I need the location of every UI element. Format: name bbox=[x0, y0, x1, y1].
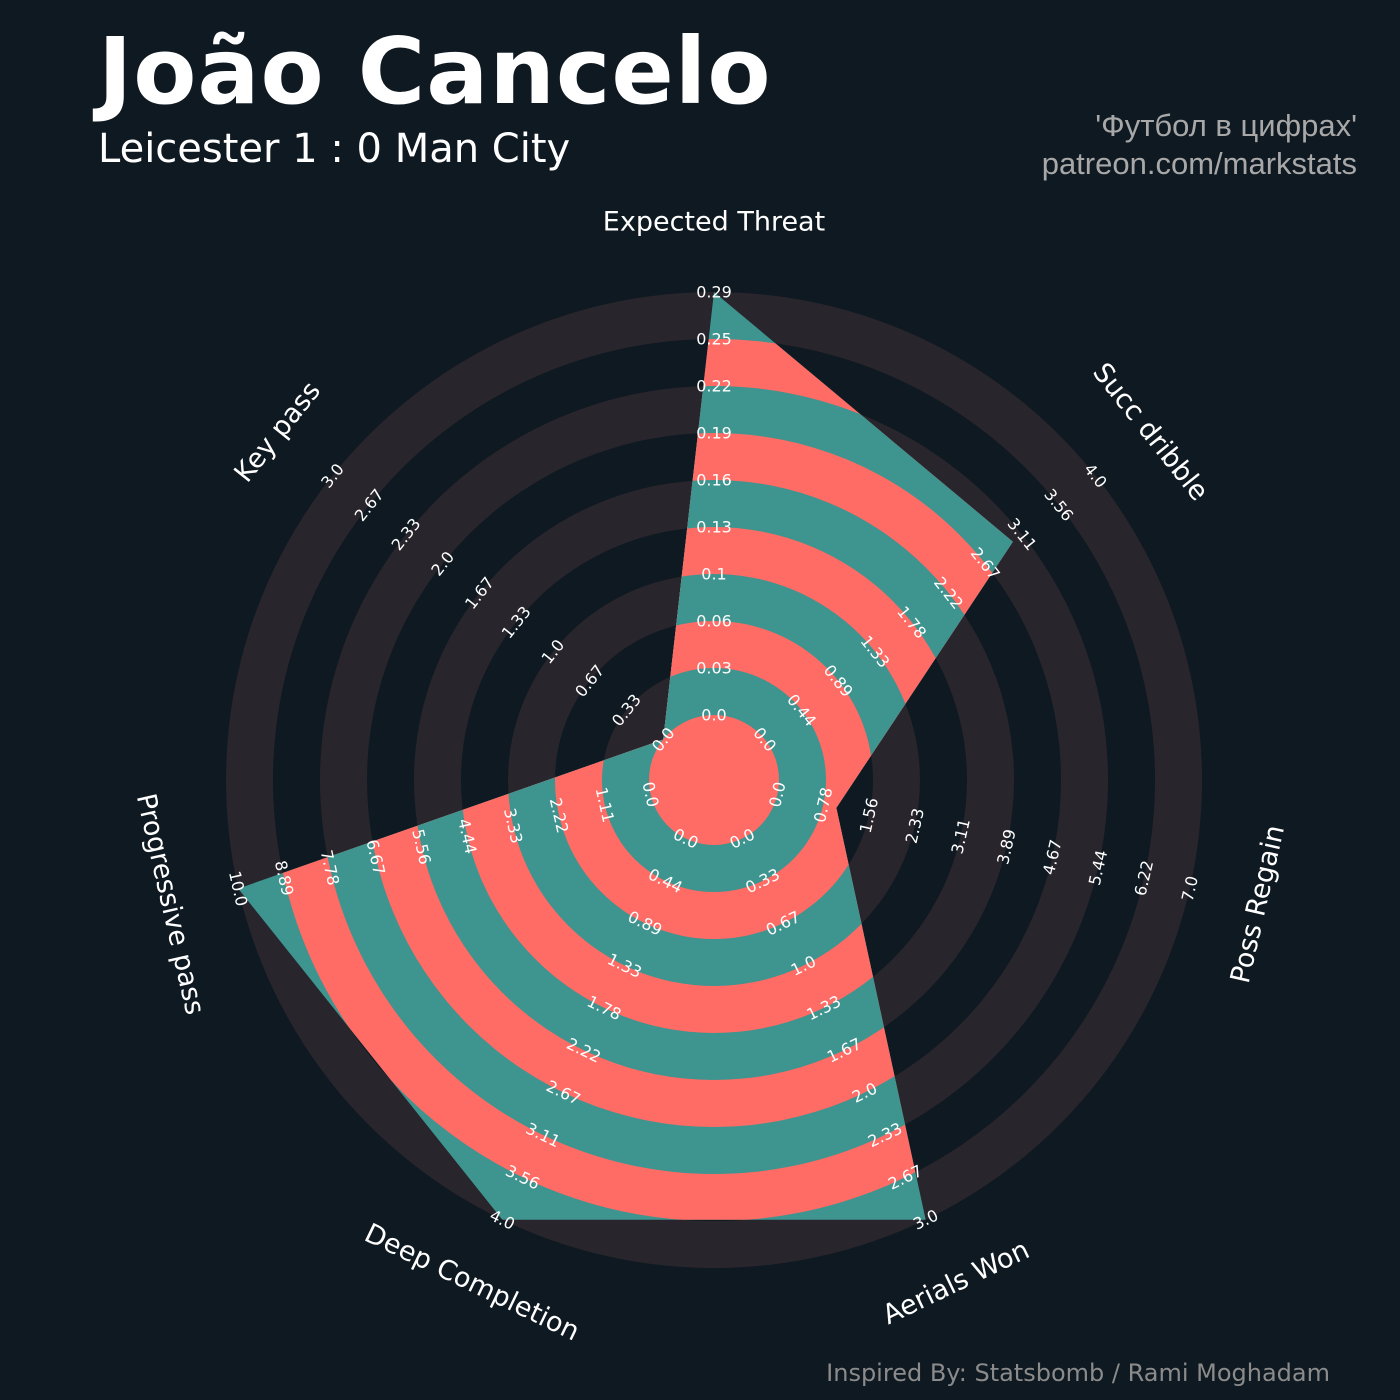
tick-label: 0.03 bbox=[696, 659, 732, 678]
tick-label: 0.06 bbox=[696, 612, 732, 631]
credit-line-2: patreon.com/markstats bbox=[1041, 146, 1357, 181]
credit-line-1: 'Футбол в цифрах' bbox=[1095, 108, 1357, 143]
tick-label: 0.1 bbox=[701, 565, 726, 584]
footer-credit: Inspired By: Statsbomb / Rami Moghadam bbox=[826, 1359, 1330, 1387]
chart-title: João Cancelo bbox=[98, 18, 772, 125]
radar-core bbox=[649, 715, 779, 845]
tick-label: 0.13 bbox=[696, 518, 732, 537]
axis-label: Poss Regain bbox=[1225, 822, 1291, 986]
tick-label: 0.25 bbox=[696, 330, 732, 349]
tick-label: 0.22 bbox=[696, 377, 732, 396]
tick-label: 0.0 bbox=[701, 706, 726, 725]
axis-label: Expected Threat bbox=[603, 207, 825, 238]
tick-label: 0.29 bbox=[696, 283, 732, 302]
chart-subtitle: Leicester 1 : 0 Man City bbox=[98, 126, 571, 172]
tick-label: 0.16 bbox=[696, 471, 732, 490]
tick-label: 0.19 bbox=[696, 424, 732, 443]
